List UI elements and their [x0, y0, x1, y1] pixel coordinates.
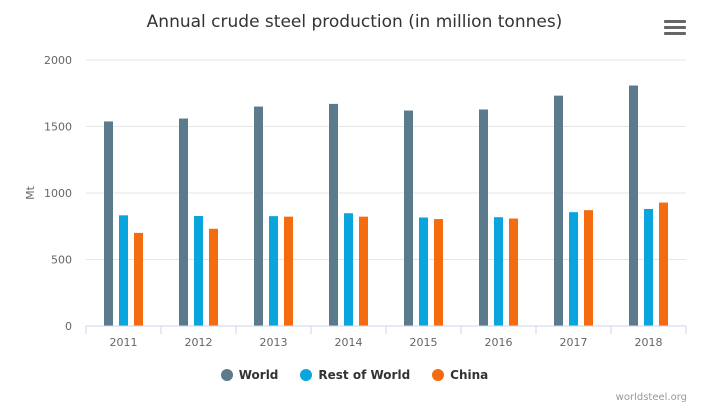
- gridlines: [86, 59, 686, 260]
- bar-world[interactable]: [254, 106, 263, 326]
- axes: 0 500 1000 1500 2000 2011 2012 2013 2014 2015 2016…: [44, 54, 687, 349]
- legend-label-china: China: [450, 368, 489, 382]
- y-axis-title: Mt: [24, 185, 37, 199]
- x-tick-label: 2014: [335, 336, 363, 349]
- x-tick-label: 2012: [185, 336, 213, 349]
- bar-rest-of-world[interactable]: [419, 217, 428, 326]
- bar-world[interactable]: [329, 103, 338, 326]
- bar-rest-of-world[interactable]: [269, 216, 278, 326]
- legend-label-rest-of-world: Rest of World: [318, 368, 411, 382]
- legend-symbol-rest-of-world: [300, 369, 313, 381]
- y-tick-label: 500: [51, 254, 72, 267]
- bar-rest-of-world[interactable]: [344, 213, 353, 326]
- legend-symbol-china: [432, 369, 445, 381]
- bar-china[interactable]: [659, 202, 668, 326]
- x-tick-label: 2011: [110, 336, 138, 349]
- y-tick-label: 0: [65, 320, 72, 333]
- bar-rest-of-world[interactable]: [569, 212, 578, 326]
- hamburger-menu-icon[interactable]: [664, 20, 686, 38]
- bar-china[interactable]: [359, 216, 368, 326]
- x-tick-label: 2015: [410, 336, 438, 349]
- bar-china[interactable]: [134, 232, 143, 326]
- bar-china[interactable]: [284, 216, 293, 326]
- legend-symbol-world: [220, 369, 233, 381]
- menu-line: [664, 26, 686, 29]
- bar-world[interactable]: [479, 109, 488, 326]
- menu-line: [664, 20, 686, 23]
- bar-world[interactable]: [629, 85, 638, 326]
- x-tick-label: 2013: [260, 336, 288, 349]
- legend-item-china[interactable]: China: [432, 368, 488, 382]
- chart-title: Annual crude steel production (in millio…: [146, 12, 563, 32]
- bar-rest-of-world[interactable]: [494, 217, 503, 326]
- credits-link[interactable]: worldsteel.org: [615, 392, 687, 403]
- bar-world[interactable]: [104, 121, 113, 326]
- bar-china[interactable]: [209, 228, 218, 326]
- y-tick-label: 2000: [44, 54, 72, 67]
- y-tick-label: 1000: [44, 187, 72, 200]
- legend-item-world[interactable]: World: [220, 368, 279, 382]
- legend: World Rest of World China: [0, 368, 709, 382]
- menu-line: [664, 32, 686, 35]
- bars: [104, 85, 668, 327]
- legend-label-world: World: [238, 368, 279, 382]
- y-tick-label: 1500: [44, 121, 72, 134]
- bar-world[interactable]: [404, 110, 413, 326]
- legend-item-rest-of-world[interactable]: Rest of World: [300, 368, 410, 382]
- bar-rest-of-world[interactable]: [194, 216, 203, 326]
- bar-china[interactable]: [434, 219, 443, 326]
- bar-world[interactable]: [554, 95, 563, 326]
- x-tick-label: 2018: [635, 336, 663, 349]
- bar-china[interactable]: [509, 218, 518, 326]
- bar-world[interactable]: [179, 118, 188, 327]
- bar-china[interactable]: [584, 210, 593, 326]
- bar-rest-of-world[interactable]: [119, 215, 128, 326]
- x-tick-label: 2016: [485, 336, 513, 349]
- x-tick-label: 2017: [560, 336, 588, 349]
- bar-rest-of-world[interactable]: [644, 208, 653, 326]
